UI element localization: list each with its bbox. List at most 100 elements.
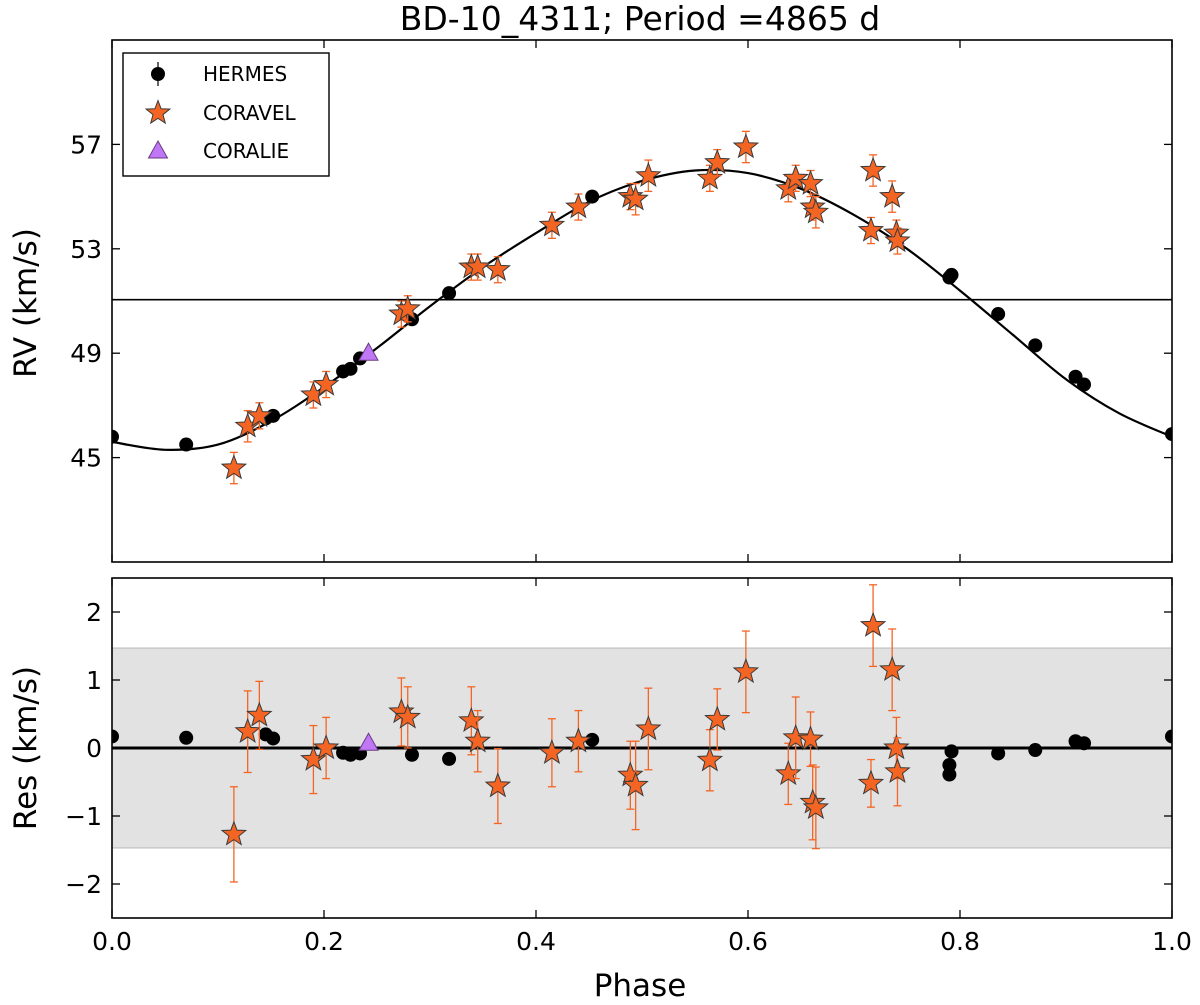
- coravel-point: [246, 701, 273, 727]
- x-tick-label: 0.6: [728, 927, 768, 956]
- hermes-point: [404, 747, 419, 762]
- coravel-point: [884, 227, 911, 253]
- residuals-data-layer: [112, 584, 1172, 883]
- coravel-point: [859, 156, 887, 182]
- hermes-point: [944, 267, 959, 282]
- coravel-point: [312, 734, 340, 760]
- y-tick-label: 49: [70, 339, 102, 368]
- legend-label: CORAVEL: [203, 101, 297, 125]
- hermes-point: [585, 189, 600, 204]
- legend-coravel-marker: [144, 99, 172, 125]
- coravel-point: [802, 198, 830, 224]
- y-tick-label: −2: [65, 870, 102, 899]
- y-tick-label: 57: [70, 130, 102, 159]
- coravel-point: [464, 727, 491, 753]
- coravel-point: [394, 703, 421, 729]
- res-y-axis-label: Res (km/s): [8, 666, 44, 830]
- coravel-point: [565, 193, 592, 219]
- y-tick-label: 2: [86, 598, 102, 627]
- coravel-point: [732, 657, 760, 684]
- coravel-point: [617, 761, 644, 787]
- legend-coralie-marker: [147, 139, 169, 159]
- hermes-point: [1077, 736, 1092, 751]
- hermes-point: [942, 767, 957, 782]
- coravel-point: [538, 211, 566, 237]
- coravel-point: [704, 148, 731, 174]
- hermes-point: [1165, 427, 1172, 442]
- coralie-point: [358, 342, 379, 361]
- coravel-point: [312, 370, 340, 396]
- hermes-point: [1077, 377, 1092, 392]
- y-tick-label: 53: [70, 235, 102, 264]
- hermes-point: [179, 437, 194, 452]
- coravel-point: [635, 715, 662, 741]
- hermes-point: [112, 729, 119, 744]
- coravel-point: [220, 454, 248, 480]
- hermes-point: [442, 751, 457, 766]
- hermes-point: [266, 731, 281, 746]
- chart-title: BD-10_4311; Period =4865 d: [400, 0, 881, 38]
- x-tick-label: 0.4: [516, 927, 556, 956]
- coravel-point: [622, 185, 649, 211]
- coravel-point: [464, 253, 491, 279]
- coravel-point: [246, 401, 273, 428]
- orbit-model-curve: [112, 168, 1172, 451]
- residual-panel: 0.0 0.2 0.4 0.6 0.8 1.0 −2 −1 0 1 2: [65, 577, 1192, 956]
- coravel-point: [622, 771, 649, 797]
- y-tick-label: 1: [86, 666, 102, 695]
- coravel-point: [797, 725, 824, 751]
- coravel-point: [782, 164, 809, 190]
- y-tick-label: 45: [70, 444, 102, 473]
- legend-label: CORALIE: [203, 139, 289, 163]
- coravel-point: [782, 723, 809, 750]
- coravel-point: [857, 216, 885, 242]
- coravel-point: [565, 727, 592, 753]
- coravel-point: [696, 746, 724, 772]
- hermes-point: [343, 361, 358, 376]
- hermes-point: [991, 307, 1006, 322]
- coravel-point: [234, 717, 261, 743]
- coravel-point: [797, 169, 824, 195]
- hermes-point: [1165, 729, 1172, 744]
- x-axis-label: Phase: [594, 968, 687, 1004]
- coravel-point: [484, 772, 512, 798]
- coravel-point: [220, 820, 248, 846]
- x-tick-label: 0.0: [92, 927, 132, 956]
- hermes-point: [1028, 743, 1043, 758]
- coravel-point: [484, 255, 512, 281]
- rv-y-axis-label: RV (km/s): [8, 228, 44, 378]
- coravel-point: [635, 161, 662, 187]
- coravel-point: [696, 164, 724, 190]
- coravel-point: [859, 611, 887, 637]
- coravel-point: [857, 769, 885, 795]
- hermes-point: [991, 746, 1006, 761]
- y-tick-label: −1: [65, 802, 102, 831]
- y-tick-label: 0: [86, 734, 102, 763]
- x-tick-label: 0.8: [940, 927, 980, 956]
- hermes-point: [179, 730, 194, 745]
- legend-hermes-marker: [151, 67, 165, 81]
- coravel-point: [802, 793, 830, 820]
- rv-data-layer: [112, 130, 1172, 485]
- coralie-point: [358, 732, 379, 751]
- rv-axes-frame: [111, 39, 1173, 563]
- coravel-point: [883, 734, 910, 760]
- hermes-point: [112, 429, 119, 444]
- coravel-point: [884, 757, 911, 784]
- legend: HERMES CORAVEL CORALIE: [122, 52, 330, 177]
- legend-label: HERMES: [203, 62, 287, 86]
- rv-panel: 45 49 53 57 HERMES CORAVEL CORALIE: [70, 39, 1173, 563]
- hermes-point: [442, 286, 457, 301]
- hermes-point: [944, 744, 959, 759]
- coravel-point: [394, 294, 421, 321]
- coravel-point: [704, 705, 731, 731]
- coravel-point: [732, 133, 760, 159]
- x-tick-label: 0.2: [304, 927, 344, 956]
- coravel-point: [538, 738, 566, 765]
- x-tick-label: 1.0: [1152, 927, 1192, 956]
- hermes-point: [1028, 338, 1043, 353]
- hermes-point: [585, 732, 600, 747]
- coravel-point: [878, 655, 906, 682]
- coravel-point: [775, 759, 802, 786]
